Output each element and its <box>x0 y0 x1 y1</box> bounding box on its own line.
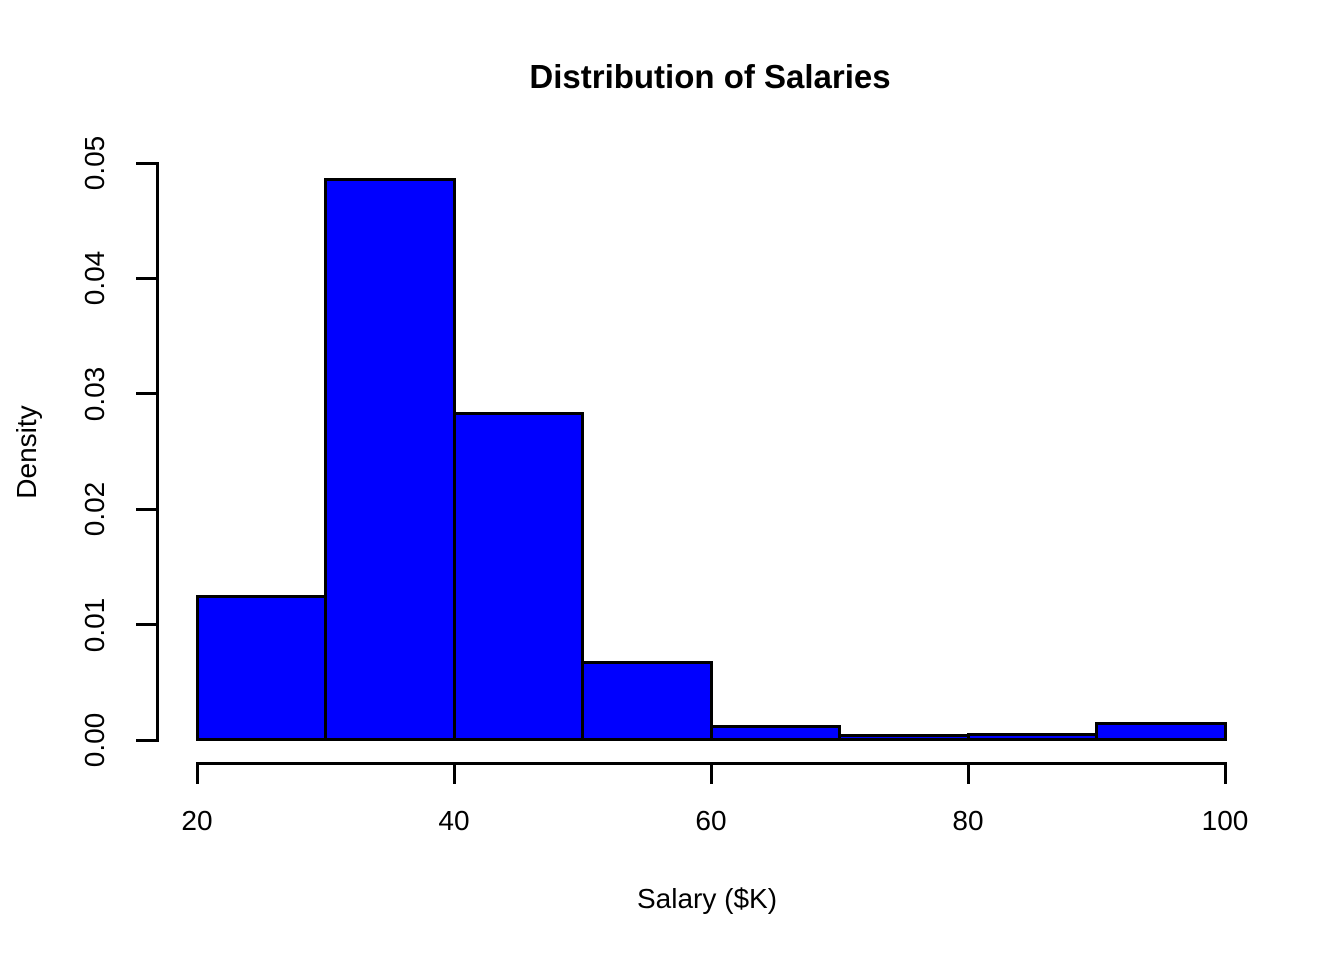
x-axis-tick <box>709 763 713 784</box>
histogram-bar <box>452 411 584 742</box>
y-tick-label: 0.02 <box>79 481 110 537</box>
x-tick-label: 40 <box>438 805 470 836</box>
x-axis-title: Salary ($K) <box>636 883 778 914</box>
y-axis-tick <box>135 161 156 165</box>
histogram-bar <box>581 661 713 742</box>
y-axis-line <box>155 161 159 742</box>
y-axis-tick <box>135 276 156 280</box>
x-axis-tick <box>1223 763 1227 784</box>
y-axis-tick <box>135 392 156 396</box>
y-axis-tick <box>135 738 156 742</box>
histogram-bar <box>838 733 970 742</box>
histogram-bar <box>195 595 327 742</box>
x-tick-label: 60 <box>695 805 727 836</box>
x-axis-tick <box>452 763 456 784</box>
y-tick-label: 0.01 <box>79 597 110 652</box>
y-tick-label: 0.03 <box>79 366 110 422</box>
histogram-bar <box>1095 722 1227 742</box>
y-axis-tick <box>135 507 156 511</box>
x-tick-label: 100 <box>1201 805 1249 836</box>
x-tick-label: 20 <box>181 805 213 836</box>
y-tick-label: 0.00 <box>79 712 110 768</box>
x-axis-tick <box>966 763 970 784</box>
y-tick-label: 0.04 <box>79 251 110 306</box>
y-tick-label: 0.05 <box>79 135 110 191</box>
x-tick-label: 80 <box>952 805 984 836</box>
x-axis-tick <box>195 763 199 784</box>
y-axis-title: Density <box>11 405 42 499</box>
histogram-bar <box>324 177 456 742</box>
y-axis-tick <box>135 623 156 627</box>
histogram-bar <box>709 724 841 742</box>
histogram-bar <box>966 732 1098 742</box>
chart-title: Distribution of Salaries <box>529 58 891 95</box>
